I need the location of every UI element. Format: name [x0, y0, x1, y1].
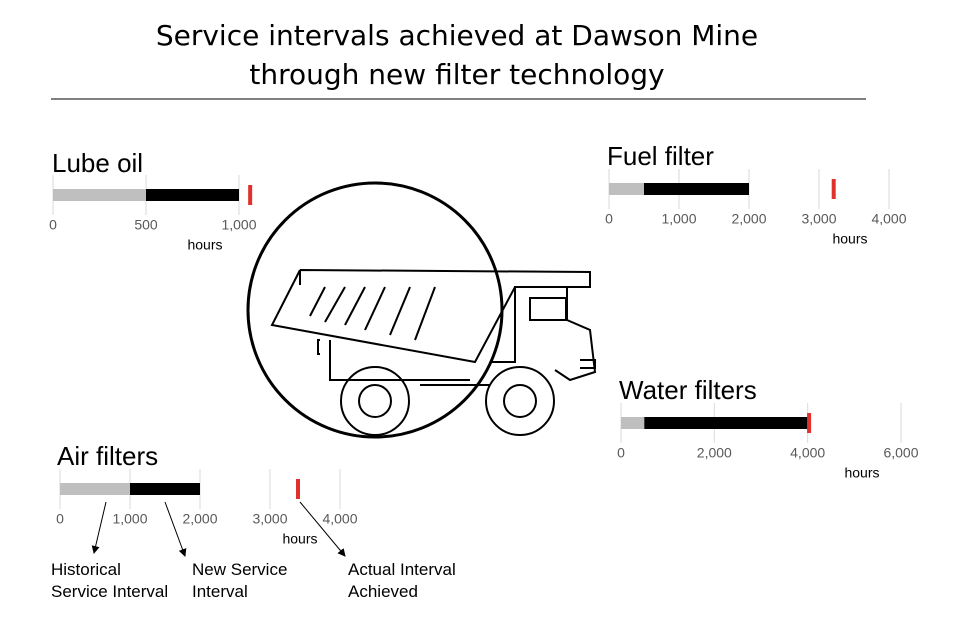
chart-title: Air filters — [57, 441, 158, 471]
legend-label: New Service Interval — [192, 560, 288, 601]
actual-interval-marker — [248, 185, 253, 205]
x-tick-label: 4,000 — [871, 211, 906, 227]
actual-interval-marker — [296, 479, 300, 499]
historical-interval-bar — [53, 189, 146, 201]
x-tick-label: 1,000 — [661, 211, 696, 227]
chart-title: Water filters — [619, 375, 757, 405]
page-title: Service intervals achieved at Dawson Min… — [155, 19, 759, 91]
legend-arrow — [91, 501, 107, 554]
legend-label: Actual Interval Achieved — [348, 560, 456, 601]
x-tick-label: 1,000 — [221, 217, 256, 233]
chart-title: Lube oil — [52, 148, 143, 178]
x-tick-label: 3,000 — [252, 511, 287, 527]
axis-label: hours — [187, 237, 222, 253]
x-tick-label: 2,000 — [182, 511, 217, 527]
axis-label: hours — [282, 531, 317, 547]
historical-interval-bar — [609, 183, 644, 195]
truck-icon — [246, 181, 597, 439]
legend-arrow — [299, 501, 346, 557]
x-tick-label: 1,000 — [112, 511, 147, 527]
x-tick-label: 0 — [49, 217, 57, 233]
x-tick-label: 2,000 — [731, 211, 766, 227]
historical-interval-bar — [60, 483, 130, 495]
historical-interval-bar — [621, 417, 645, 429]
x-tick-label: 0 — [617, 445, 625, 461]
x-tick-label: 3,000 — [801, 211, 836, 227]
x-tick-label: 4,000 — [322, 511, 357, 527]
actual-interval-marker — [807, 413, 812, 433]
x-tick-label: 0 — [56, 511, 64, 527]
legend-label: Historical Service Interval — [51, 560, 169, 601]
legend-arrow — [164, 501, 187, 557]
chart-title: Fuel filter — [607, 141, 714, 171]
axis-label: hours — [832, 231, 867, 247]
x-tick-label: 500 — [134, 217, 158, 233]
x-tick-label: 4,000 — [790, 445, 825, 461]
axis-label: hours — [844, 465, 879, 481]
x-tick-label: 0 — [605, 211, 613, 227]
actual-interval-marker — [831, 179, 836, 199]
x-tick-label: 6,000 — [883, 445, 918, 461]
new-interval-bar — [621, 417, 808, 429]
x-tick-label: 2,000 — [697, 445, 732, 461]
